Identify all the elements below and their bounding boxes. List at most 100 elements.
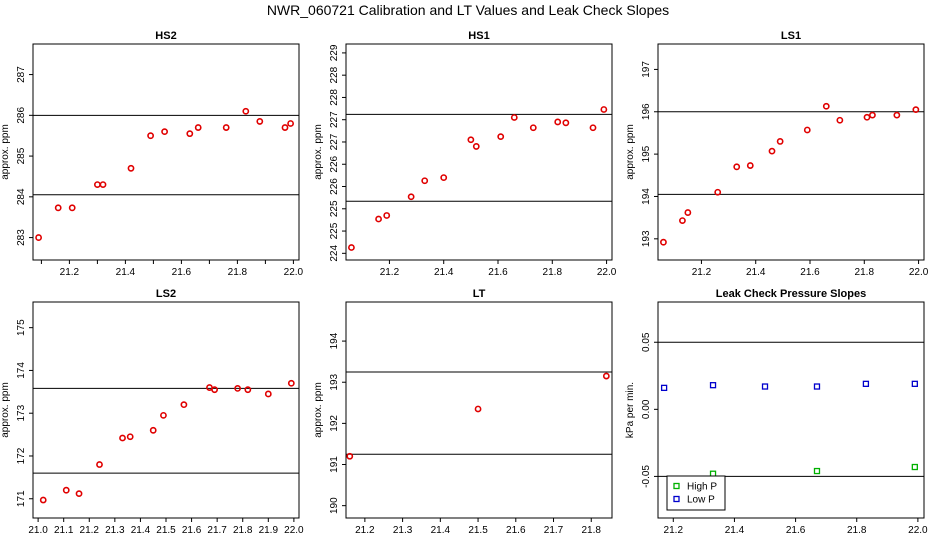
- data-point: [149, 426, 157, 434]
- panel-ls2: LS2 approx. ppm 21.0 21.1 21.2 21.3 21.4 21.5 21…: [0, 288, 304, 536]
- y-tick-label: 172: [16, 447, 27, 464]
- y-tick-label: 225: [329, 222, 340, 239]
- panel-title: LS2: [156, 288, 176, 300]
- y-tick-label: 228: [329, 89, 340, 106]
- data-point: [161, 128, 168, 136]
- panel-title: LS1: [781, 30, 801, 42]
- data-point: [813, 467, 821, 475]
- data-point: [869, 111, 876, 119]
- x-tick-label: 21.2: [60, 267, 80, 278]
- x-tick-label: 21.4: [431, 525, 451, 536]
- x-tick-label: 21.6: [488, 267, 508, 278]
- data-point: [180, 401, 188, 409]
- x-tick-label: 21.8: [855, 267, 875, 278]
- y-tick-label: 191: [329, 456, 340, 473]
- legend-entry: Low P: [687, 495, 715, 506]
- x-tick-label: 21.6: [506, 525, 526, 536]
- data-point: [733, 163, 741, 171]
- y-tick-label: 173: [16, 404, 27, 421]
- x-tick-label: 21.4: [746, 267, 766, 278]
- y-tick-label: 226: [329, 155, 340, 172]
- data-point: [62, 486, 70, 494]
- plot-frame: [657, 301, 925, 519]
- panel-lt: LT approx. ppm 21.2 21.3 21.4 21.5 21.6 21.7 21.…: [313, 288, 613, 536]
- series-low-p: [660, 380, 918, 392]
- plot-frame: [345, 301, 613, 519]
- x-tick-label: 21.6: [172, 267, 192, 278]
- data-point: [746, 162, 754, 169]
- data-point: [709, 382, 717, 389]
- data-point: [147, 132, 154, 140]
- x-tick-label: 21.4: [434, 267, 454, 278]
- x-tick-label: 21.5: [156, 525, 176, 536]
- data-point: [211, 386, 218, 394]
- y-axis-label: kPa per min.: [625, 382, 636, 438]
- data-point: [194, 124, 202, 131]
- x-tick-label: 22.0: [597, 267, 617, 278]
- x-tick-label: 21.7: [544, 525, 564, 536]
- data-point: [600, 106, 608, 113]
- data-point: [421, 177, 429, 185]
- panel-hs1: HS1 approx. ppm 21.2 21.4 21.6 21.8 22.0 224 225…: [313, 30, 617, 278]
- y-tick-label: 195: [641, 145, 652, 162]
- data-point: [383, 212, 391, 219]
- series-ls2: [39, 379, 295, 504]
- data-point: [472, 143, 480, 150]
- x-tick-label: 22.0: [909, 267, 929, 278]
- data-point: [94, 181, 101, 189]
- data-point: [497, 133, 505, 141]
- y-tick-label: 224: [329, 245, 340, 262]
- data-point: [863, 113, 871, 121]
- data-point: [562, 119, 570, 127]
- data-point: [761, 383, 769, 390]
- x-tick-label: 21.2: [664, 525, 684, 536]
- data-point: [222, 124, 230, 131]
- data-point: [529, 124, 537, 132]
- series-lt: [346, 372, 610, 460]
- data-point: [467, 136, 475, 144]
- y-tick-label: 284: [16, 188, 27, 205]
- x-tick-label: 21.4: [131, 525, 151, 536]
- y-tick-label: 227: [329, 133, 340, 150]
- data-point: [679, 217, 686, 225]
- legend-marker: [673, 495, 680, 503]
- data-point: [287, 120, 294, 127]
- data-point: [160, 411, 167, 419]
- data-point: [346, 452, 354, 460]
- x-tick-label: 22.0: [284, 267, 304, 278]
- data-point: [660, 384, 668, 392]
- data-point: [776, 138, 784, 145]
- panel-leak-check-pressure-slopes: Leak Check Pressure Slopes kPa per min. 21…: [625, 288, 928, 536]
- panel-title: Leak Check Pressure Slopes: [716, 288, 866, 300]
- x-tick-label: 21.8: [543, 267, 563, 278]
- data-point: [281, 124, 289, 131]
- x-tick-label: 21.5: [468, 525, 488, 536]
- data-point: [242, 107, 250, 115]
- data-point: [440, 174, 448, 182]
- data-point: [287, 379, 295, 387]
- y-axis-label: approx. ppm: [313, 382, 324, 438]
- x-tick-label: 21.8: [233, 525, 253, 536]
- y-tick-label: 225: [329, 200, 340, 217]
- x-tick-label: 21.1: [54, 525, 74, 536]
- series-ls1: [660, 102, 920, 246]
- plot-frame: [32, 301, 300, 519]
- data-point: [234, 384, 242, 392]
- data-point: [911, 380, 918, 387]
- y-tick-label: 197: [641, 61, 652, 78]
- x-tick-label: 21.4: [725, 525, 745, 536]
- y-tick-label: 192: [329, 415, 340, 432]
- data-point: [474, 405, 482, 413]
- y-tick-label: 194: [641, 188, 652, 205]
- data-point: [96, 461, 103, 468]
- y-tick-label: 175: [16, 319, 27, 336]
- data-point: [186, 130, 194, 138]
- y-tick-label: 227: [329, 111, 340, 128]
- x-tick-label: 22.0: [284, 525, 304, 536]
- x-tick-label: 21.8: [847, 525, 867, 536]
- x-tick-label: 21.6: [786, 525, 806, 536]
- data-point: [407, 193, 415, 201]
- data-point: [75, 490, 83, 498]
- y-tick-label: 190: [329, 497, 340, 514]
